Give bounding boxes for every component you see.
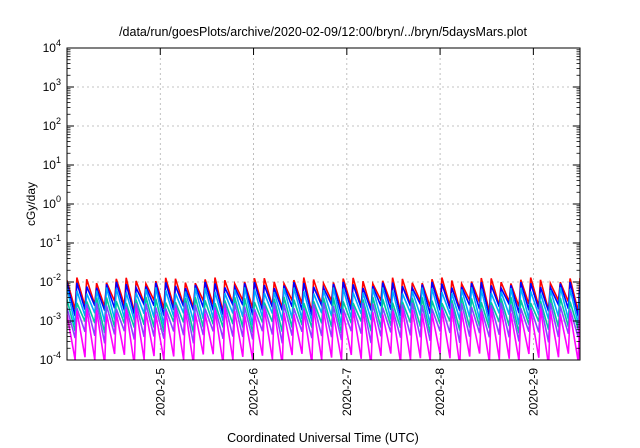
- y-axis-label: cGy/day: [24, 182, 38, 226]
- y-tick-label: 10-1: [40, 233, 61, 250]
- x-tick-label: 2020-2-6: [247, 368, 261, 416]
- y-tick-label: 10-4: [40, 350, 61, 367]
- series-group: [67, 277, 580, 360]
- y-tick-label: 10-3: [40, 311, 61, 328]
- x-tick-label: 2020-2-7: [340, 368, 354, 416]
- y-tick-label: 103: [43, 77, 61, 94]
- x-axis-label: Coordinated Universal Time (UTC): [227, 431, 419, 445]
- x-tick-label: 2020-2-8: [433, 368, 447, 416]
- y-tick-label: 102: [43, 116, 61, 133]
- y-tick-label: 104: [43, 38, 61, 55]
- y-tick-label: 100: [43, 194, 61, 211]
- x-tick-label: 2020-2-5: [153, 368, 167, 416]
- y-tick-label: 101: [43, 155, 61, 172]
- x-tick-label: 2020-2-9: [526, 368, 540, 416]
- y-axis: 10-4 10-3 10-2 10-1 100 101 102 103 104: [40, 38, 580, 367]
- chart-title: /data/run/goesPlots/archive/2020-02-09/1…: [119, 25, 527, 39]
- y-tick-label: 10-2: [40, 272, 61, 289]
- x-axis: 2020-2-5 2020-2-6 2020-2-7 2020-2-8 2020-2-9: [153, 48, 540, 416]
- series-line-5: [67, 308, 580, 360]
